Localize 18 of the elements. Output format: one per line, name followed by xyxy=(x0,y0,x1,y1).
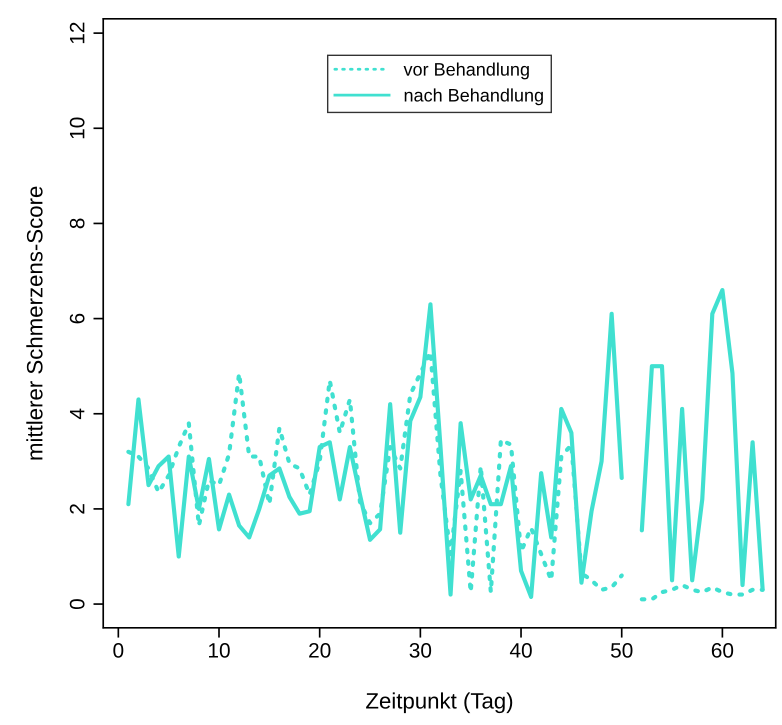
y-tick-label: 2 xyxy=(70,504,84,514)
x-axis-title: Zeitpunkt (Tag) xyxy=(366,692,512,714)
y-tick-label: 10 xyxy=(70,118,85,138)
y-tick-label: 12 xyxy=(70,22,84,44)
y-tick-label: 6 xyxy=(70,314,85,324)
y-axis-title: mittlerer Schmerzens-Score xyxy=(26,186,43,460)
y-tick-label: 8 xyxy=(70,218,85,228)
legend-label: vor Behandlung xyxy=(404,62,529,80)
y-tick-label: 4 xyxy=(70,408,84,420)
legend-label: nach Behandlung xyxy=(404,88,543,106)
x-tick-label: 40 xyxy=(510,642,532,658)
y-tick-label: 0 xyxy=(70,599,85,610)
x-tick-label: 30 xyxy=(410,642,432,658)
x-tick-label: 10 xyxy=(209,642,230,658)
x-tick-label: 0 xyxy=(113,642,124,658)
x-tick-label: 20 xyxy=(309,642,330,658)
x-tick-label: 60 xyxy=(712,642,734,658)
x-tick-label: 50 xyxy=(610,642,632,658)
